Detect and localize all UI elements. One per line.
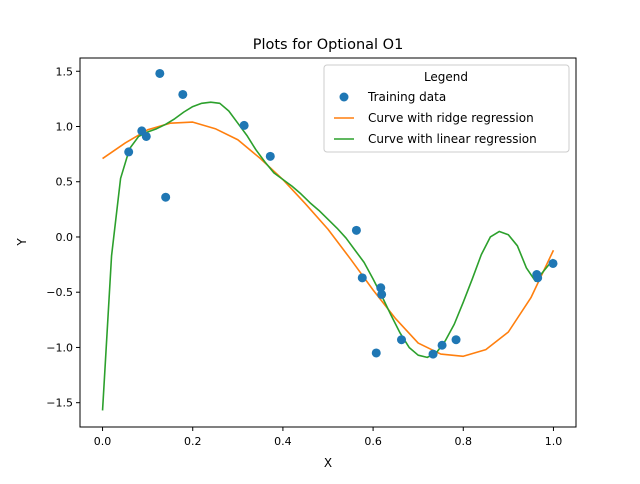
training-data-point: [155, 68, 165, 78]
training-data-point: [548, 258, 558, 268]
y-axis-label: Y: [15, 238, 29, 247]
training-data-point: [376, 283, 386, 293]
x-tick-label: 0.0: [94, 435, 112, 448]
chart-title: Plots for Optional O1: [253, 37, 404, 53]
training-data-point: [533, 273, 543, 283]
legend-label: Curve with ridge regression: [368, 111, 534, 125]
y-tick-label: 0.5: [56, 176, 74, 189]
series-line-ridge-regression: [102, 121, 555, 358]
series-line-linear-regression: [101, 101, 555, 411]
y-tick-label: 1.0: [56, 120, 74, 133]
training-data-point: [377, 289, 387, 299]
training-data-point: [451, 335, 461, 345]
x-tick-label: 0.4: [274, 435, 292, 448]
y-tick-label: 0.0: [56, 231, 74, 244]
x-tick-label: 0.6: [364, 435, 382, 448]
series-layer: [101, 68, 558, 411]
legend-label: Curve with linear regression: [368, 132, 537, 146]
y-tick-label: −1.0: [46, 341, 73, 354]
training-data-point: [239, 120, 249, 130]
training-data-point: [437, 340, 447, 350]
legend: Legend Training data Curve with ridge reg…: [323, 64, 570, 153]
y-tick-label: −0.5: [46, 286, 73, 299]
training-data-point: [161, 192, 171, 202]
training-data-point: [351, 225, 361, 235]
y-tick-label: −1.5: [46, 397, 73, 410]
legend-box: [323, 64, 570, 153]
y-tick-label: 1.5: [56, 65, 74, 78]
x-tick-label: 0.2: [184, 435, 202, 448]
training-data-point: [357, 273, 367, 283]
legend-marker: [339, 92, 349, 102]
legend-title: Legend: [424, 70, 468, 84]
training-data-point: [396, 335, 406, 345]
x-tick-label: 1.0: [545, 435, 563, 448]
training-data-point: [371, 348, 381, 358]
training-data-point: [428, 349, 438, 359]
x-axis-label: X: [324, 456, 332, 470]
legend-label: Training data: [367, 90, 446, 104]
training-data-point: [178, 89, 188, 99]
x-tick-label: 0.8: [455, 435, 473, 448]
training-data-point: [124, 147, 134, 157]
y-axis: −1.5 −1.0 −0.5 0.0 0.5 1.0 1.5: [46, 65, 80, 410]
plot-frame: [79, 57, 577, 428]
x-axis: 0.0 0.2 0.4 0.6 0.8 1.0: [94, 427, 562, 448]
training-data-point: [141, 131, 151, 141]
training-data-point: [265, 151, 275, 161]
